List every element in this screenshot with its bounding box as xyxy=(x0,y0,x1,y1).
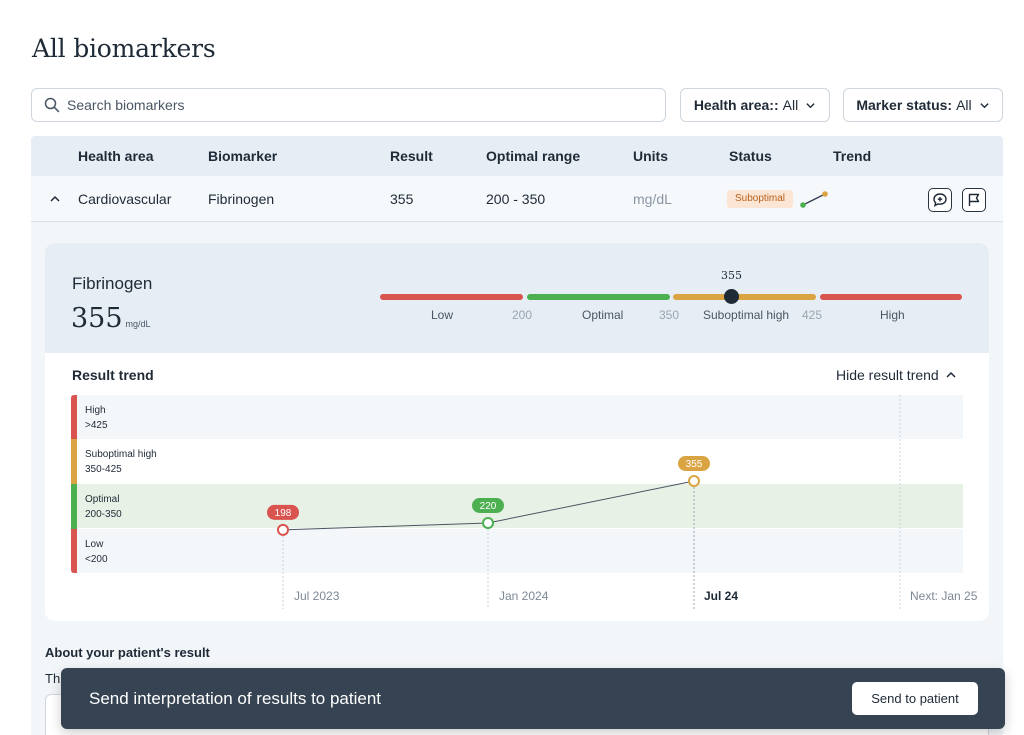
band-stripe-optimal xyxy=(71,484,77,529)
header-trend[interactable]: Trend xyxy=(833,148,872,164)
send-interpretation-toast: Send interpretation of results to patien… xyxy=(61,668,1005,729)
status-badge: Suboptimal xyxy=(727,190,794,208)
result-trend-title: Result trend xyxy=(72,367,154,383)
marker-status-filter[interactable]: Marker status: All xyxy=(843,88,1003,122)
cell-health-area: Cardiovascular xyxy=(78,191,172,207)
hide-result-trend-label: Hide result trend xyxy=(836,367,939,383)
chevron-up-icon xyxy=(946,371,956,378)
band-stripe-low xyxy=(71,529,77,573)
band-stripe-high xyxy=(71,395,77,439)
band-range-low: <200 xyxy=(85,554,108,565)
band-name-low: Low xyxy=(85,539,104,550)
range-threshold-425: 425 xyxy=(802,308,823,322)
x-label-next: Next: Jan 25 xyxy=(910,589,978,603)
about-result-text: Th xyxy=(45,671,61,686)
chevron-up-icon[interactable] xyxy=(49,194,61,204)
trend-point-label-bg xyxy=(472,498,504,513)
range-marker xyxy=(724,289,739,304)
cell-optimal-range: 200 - 350 xyxy=(486,191,546,207)
band-range-high: >425 xyxy=(85,420,108,431)
health-area-filter-value: All xyxy=(782,97,799,113)
send-to-patient-button[interactable]: Send to patient xyxy=(852,682,978,715)
search-icon xyxy=(44,97,60,113)
band-stripe-suboptimal-high xyxy=(71,439,77,484)
band-label-suboptimal-high: Suboptimal high 350-425 xyxy=(85,447,157,477)
band-label-low: Low <200 xyxy=(85,537,108,567)
band-optimal xyxy=(71,484,963,528)
biomarker-value-unit: mg/dL xyxy=(125,319,151,329)
header-biomarker[interactable]: Biomarker xyxy=(208,148,278,164)
biomarker-name: Fibrinogen xyxy=(72,274,153,293)
chevron-down-icon xyxy=(979,102,989,108)
range-bar-low xyxy=(380,294,523,300)
marker-status-filter-label: Marker status: xyxy=(856,97,953,113)
x-label-jul-24: Jul 24 xyxy=(704,589,739,603)
comment-add-icon xyxy=(933,193,947,207)
health-area-filter[interactable]: Health area:: All xyxy=(680,88,830,122)
band-suboptimal-high xyxy=(71,439,963,483)
range-summary: Fibrinogen 355 mg/dL 355 Low 200 Optimal … xyxy=(45,243,989,353)
header-health-area[interactable]: Health area xyxy=(78,148,154,164)
trend-sparkline-icon xyxy=(800,191,828,208)
header-result[interactable]: Result xyxy=(390,148,433,164)
band-low xyxy=(71,529,963,573)
marker-status-filter-value: All xyxy=(956,97,972,113)
band-name-suboptimal-high: Suboptimal high xyxy=(85,449,157,460)
band-range-optimal: 200-350 xyxy=(85,509,122,520)
trend-point-label: 355 xyxy=(686,459,703,470)
x-label-jan-2024: Jan 2024 xyxy=(499,589,549,603)
cell-result: 355 xyxy=(390,191,414,207)
health-area-filter-label: Health area:: xyxy=(693,97,779,113)
page-title: All biomarkers xyxy=(32,34,216,63)
band-range-suboptimal-high: 350-425 xyxy=(85,464,122,475)
range-marker-value: 355 xyxy=(721,269,742,282)
band-name-high: High xyxy=(85,405,106,416)
trend-point xyxy=(277,523,289,536)
trend-point-label-bg xyxy=(678,456,710,471)
search-input[interactable] xyxy=(67,97,627,113)
header-units[interactable]: Units xyxy=(633,148,668,164)
cell-units: mg/dL xyxy=(633,191,672,207)
biomarker-value: 355 mg/dL xyxy=(71,303,151,334)
about-result-title: About your patient's result xyxy=(45,645,210,660)
comment-button[interactable] xyxy=(928,188,952,212)
trend-point xyxy=(482,517,494,529)
range-label-optimal: Optimal xyxy=(582,308,624,322)
range-label-high: High xyxy=(880,308,905,322)
range-bar-suboptimal-high xyxy=(673,294,816,300)
trend-point-label: 198 xyxy=(275,508,292,519)
x-label-jul-2023: Jul 2023 xyxy=(294,589,340,603)
range-bar-high xyxy=(820,294,962,300)
header-optimal-range[interactable]: Optimal range xyxy=(486,148,581,164)
search-box[interactable] xyxy=(31,88,666,122)
toast-message: Send interpretation of results to patien… xyxy=(89,689,382,708)
range-label-low: Low xyxy=(431,308,454,322)
chevron-down-icon xyxy=(806,102,815,108)
biomarker-value-number: 355 xyxy=(71,303,123,334)
band-high xyxy=(71,395,963,439)
flag-icon xyxy=(968,193,980,206)
range-threshold-200: 200 xyxy=(512,308,533,322)
range-bar-optimal xyxy=(527,294,670,300)
table-row[interactable]: Cardiovascular Fibrinogen 355 200 - 350 … xyxy=(31,176,1003,222)
cell-biomarker: Fibrinogen xyxy=(208,191,275,207)
trend-point-label-bg xyxy=(267,504,299,520)
flag-button[interactable] xyxy=(962,188,986,212)
range-threshold-350: 350 xyxy=(659,308,680,322)
trend-point xyxy=(688,475,700,487)
header-status[interactable]: Status xyxy=(729,148,772,164)
table-header: Health area Biomarker Result Optimal ran… xyxy=(31,136,1003,176)
range-label-suboptimal-high: Suboptimal high xyxy=(703,308,790,322)
hide-result-trend-button[interactable]: Hide result trend xyxy=(836,367,957,383)
trend-point-label: 220 xyxy=(480,501,497,512)
biomarker-detail-card: Fibrinogen 355 mg/dL 355 Low 200 Optimal … xyxy=(45,243,989,621)
band-name-optimal: Optimal xyxy=(85,494,120,505)
result-trend-chart: 198 220 355 xyxy=(267,395,901,609)
band-label-optimal: Optimal 200-350 xyxy=(85,492,122,522)
band-label-high: High >425 xyxy=(85,403,108,433)
